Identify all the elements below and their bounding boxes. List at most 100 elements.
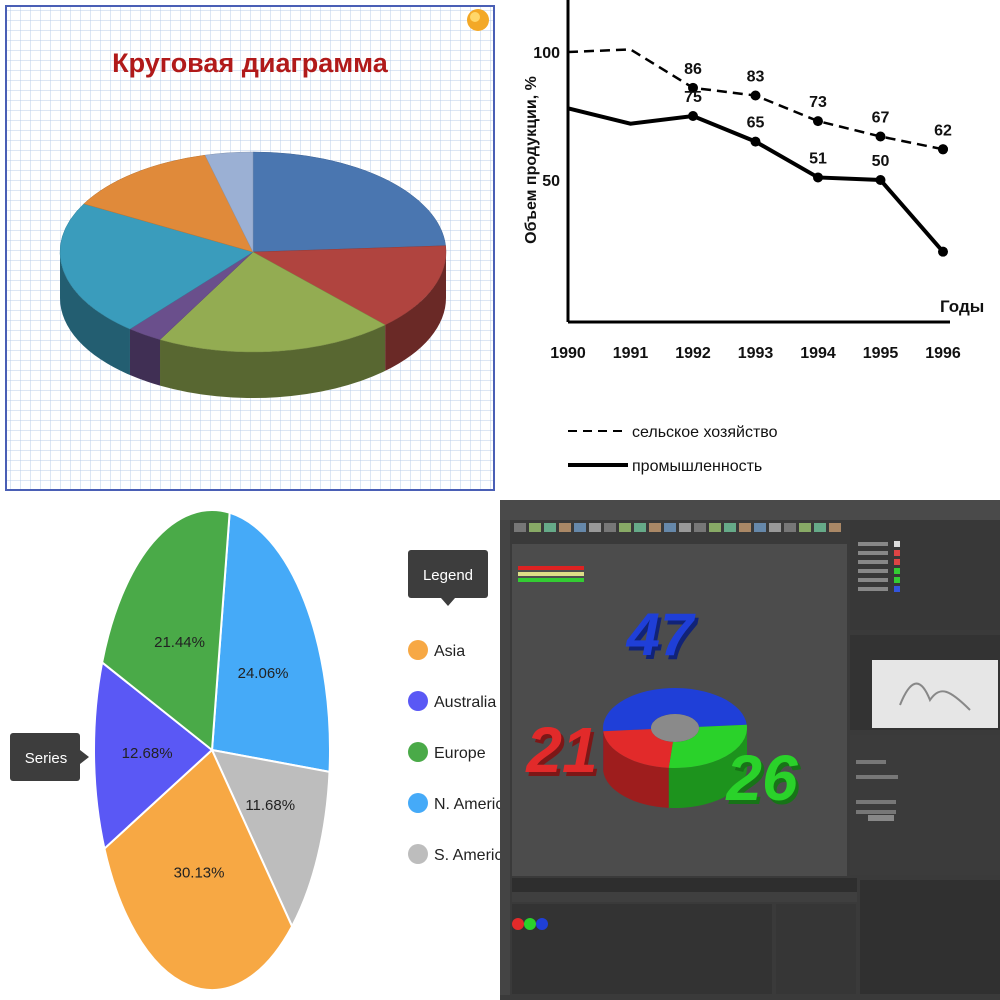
x-ticks: 1990 1991 1992 1993 1994 1995 1996 xyxy=(550,345,961,362)
pie-3d-svg: Круговая диаграмма xyxy=(5,5,495,491)
series-point xyxy=(875,131,886,142)
donut-label-shadow: 26 xyxy=(728,746,801,818)
legend-item[interactable]: N. America xyxy=(434,796,500,813)
material-blue[interactable] xyxy=(536,918,548,930)
panel-continent-pie: 24.06% 11.68% 30.13% 12.68% 21.44% Series Le… xyxy=(0,500,500,1000)
timeline[interactable] xyxy=(512,878,857,892)
data-label: 86 xyxy=(684,61,702,78)
toolbar-button[interactable] xyxy=(559,523,571,532)
pie-slice-n-america[interactable] xyxy=(210,511,331,774)
legend-item[interactable]: Australia xyxy=(434,694,496,711)
toolbar-button[interactable] xyxy=(739,523,751,532)
continent-pie-svg: 24.06% 11.68% 30.13% 12.68% 21.44% Series Le… xyxy=(10,509,500,991)
toolbar-button[interactable] xyxy=(649,523,661,532)
toolbar-button[interactable] xyxy=(604,523,616,532)
pie-3d-slice-2 xyxy=(159,251,386,353)
x-axis-label: Годы xyxy=(940,297,984,316)
continent-legend: Asia Australia Europe N. America S. America xyxy=(408,640,500,864)
object-row[interactable] xyxy=(858,551,888,555)
object-row-tag xyxy=(894,577,900,583)
x-tick-label: 1994 xyxy=(800,345,836,362)
legend-swatch xyxy=(408,640,428,660)
legend-swatch xyxy=(408,691,428,711)
pie-slice-label: 21.44% xyxy=(154,634,205,651)
y-tick-label: 50 xyxy=(542,173,560,190)
data-label: 62 xyxy=(934,122,952,139)
object-row[interactable] xyxy=(858,560,888,564)
toolbar-button[interactable] xyxy=(814,523,826,532)
series-point xyxy=(750,90,761,101)
pie-slice-europe[interactable] xyxy=(101,509,231,752)
object-row-tag xyxy=(894,550,900,556)
x-tick-label: 1993 xyxy=(738,345,774,362)
legend-item[interactable]: Europe xyxy=(434,745,486,762)
object-row-tag xyxy=(894,541,900,547)
pie-slice-asia[interactable] xyxy=(103,748,294,991)
series-tooltip-label: Series xyxy=(25,750,68,767)
pie-slice-australia[interactable] xyxy=(93,660,214,851)
pie-3d-slice-4 xyxy=(59,203,254,330)
toolbar-button[interactable] xyxy=(664,523,676,532)
toolbar-button[interactable] xyxy=(544,523,556,532)
object-row[interactable] xyxy=(858,569,888,573)
donut-side-2 xyxy=(603,731,669,808)
donut-slice-1 xyxy=(668,724,747,768)
legend-swatch xyxy=(408,844,428,864)
viewport-overlay-green xyxy=(518,578,584,582)
x-tick-label: 1991 xyxy=(613,345,649,362)
toolbar-button[interactable] xyxy=(694,523,706,532)
legend-item[interactable]: S. America xyxy=(434,847,500,864)
object-row[interactable] xyxy=(858,542,888,546)
pie-slice-label: 24.06% xyxy=(238,665,289,682)
legend-item-industry: промышленность xyxy=(632,458,762,475)
toolbar-button[interactable] xyxy=(589,523,601,532)
toolbar-button[interactable] xyxy=(769,523,781,532)
material-manager xyxy=(512,904,772,994)
legend-item-agriculture: сельское хозяйство xyxy=(632,424,778,441)
legend-item[interactable]: Asia xyxy=(434,643,465,660)
material-red[interactable] xyxy=(512,918,524,930)
toolbar-button[interactable] xyxy=(679,523,691,532)
x-tick-label: 1990 xyxy=(550,345,586,362)
attr-line-1 xyxy=(856,760,886,764)
bottom-right-panel xyxy=(860,880,1000,994)
series-point xyxy=(813,116,823,127)
data-label: 75 xyxy=(684,89,702,106)
data-label: 50 xyxy=(872,153,890,170)
toolbar-button[interactable] xyxy=(754,523,766,532)
toolbar-button[interactable] xyxy=(784,523,796,532)
donut-label: 47 xyxy=(626,601,696,668)
toolbar-button[interactable] xyxy=(619,523,631,532)
toolbar-button[interactable] xyxy=(829,523,841,532)
y-axis-label: Объем продукции, % xyxy=(523,76,540,244)
toolbar-button[interactable] xyxy=(634,523,646,532)
series-end-point xyxy=(938,144,948,155)
object-row[interactable] xyxy=(858,587,888,591)
toolbar-button[interactable] xyxy=(529,523,541,532)
toolbar-button[interactable] xyxy=(514,523,526,532)
attr-field[interactable] xyxy=(868,815,894,821)
legend-tooltip-arrow xyxy=(441,598,455,606)
object-rows xyxy=(858,541,900,592)
pie-3d-slice-0 xyxy=(252,151,446,253)
donut-hole xyxy=(651,714,699,742)
timeline-controls[interactable] xyxy=(512,892,857,902)
toolbar-button[interactable] xyxy=(709,523,721,532)
panel-line-chart: Объем продукции, % Годы 50 100 1990 1991 19… xyxy=(500,0,1000,500)
toolbar-button[interactable] xyxy=(574,523,586,532)
preview-sketch xyxy=(899,682,971,711)
pie-slice-label: 30.13% xyxy=(174,864,225,881)
legend-swatch xyxy=(408,793,428,813)
toolbar-button[interactable] xyxy=(799,523,811,532)
object-row[interactable] xyxy=(858,578,888,582)
pie-3d-side-1 xyxy=(385,252,446,371)
toolbar-icons xyxy=(514,523,841,532)
object-manager xyxy=(850,520,1000,630)
viewport-overlay-yellow xyxy=(518,572,584,576)
donut-label: 21 xyxy=(525,714,597,786)
material-green[interactable] xyxy=(524,918,536,930)
pie-slice-s-america[interactable] xyxy=(210,748,331,929)
toolbar-button[interactable] xyxy=(724,523,736,532)
attr-line-4 xyxy=(856,810,896,814)
